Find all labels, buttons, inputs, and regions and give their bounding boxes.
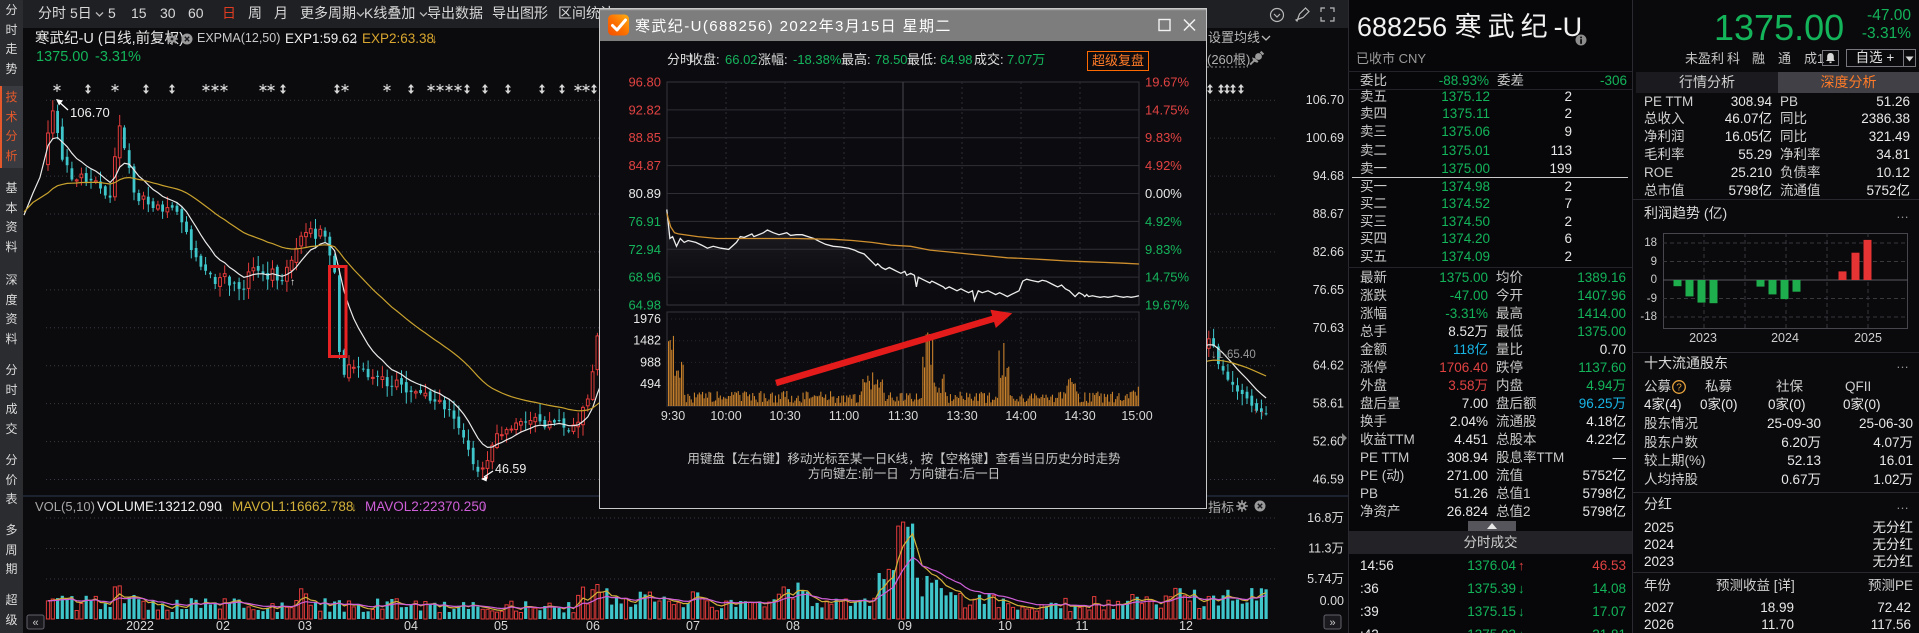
svg-text:88.67: 88.67	[1313, 207, 1344, 221]
svg-text:0.00%: 0.00%	[1145, 186, 1182, 201]
svg-text:↑: ↑	[1253, 406, 1258, 416]
svg-text:09: 09	[898, 619, 912, 633]
svg-text:13:30: 13:30	[946, 409, 977, 423]
svg-text:19.67%: 19.67%	[1145, 75, 1190, 90]
svg-text:4.92%: 4.92%	[1145, 158, 1182, 173]
svg-text:72.94: 72.94	[628, 242, 661, 257]
svg-text:MAVOL1:16662.788: MAVOL1:16662.788	[232, 499, 353, 514]
svg-text:10:00: 10:00	[710, 409, 741, 423]
svg-text:9.83%: 9.83%	[1145, 242, 1182, 257]
svg-text:03: 03	[298, 619, 312, 633]
svg-text:14.75%: 14.75%	[1145, 270, 1190, 285]
svg-text:08: 08	[786, 619, 800, 633]
svg-text:46.59: 46.59	[1313, 473, 1344, 487]
svg-text:02: 02	[216, 619, 230, 633]
svg-text:05: 05	[494, 619, 508, 633]
svg-text:10: 10	[998, 619, 1012, 633]
svg-text:494: 494	[640, 377, 661, 391]
svg-text:»: »	[1329, 617, 1335, 629]
svg-text:10:30: 10:30	[769, 409, 800, 423]
svg-text:06: 06	[586, 619, 600, 633]
svg-text:16.8万: 16.8万	[1307, 511, 1344, 525]
svg-text:5.74万: 5.74万	[1307, 572, 1344, 586]
svg-text:14.75%: 14.75%	[1145, 102, 1190, 117]
svg-text:↑: ↑	[1260, 408, 1265, 418]
svg-text:94.68: 94.68	[1313, 169, 1344, 183]
svg-text:11.3万: 11.3万	[1308, 542, 1344, 556]
svg-text:VOL(5,10): VOL(5,10)	[35, 499, 95, 514]
svg-text:19.67%: 19.67%	[1145, 298, 1190, 313]
svg-text:46.59: 46.59	[495, 462, 526, 476]
svg-text:«: «	[32, 617, 38, 629]
svg-text:VOLUME:13212.090: VOLUME:13212.090	[97, 499, 222, 514]
svg-text:↓: ↓	[218, 500, 224, 514]
svg-text:12: 12	[1179, 619, 1193, 633]
svg-text:?: ?	[1676, 383, 1682, 394]
svg-text:106.70: 106.70	[1306, 93, 1344, 107]
svg-text:(260根): (260根)	[1207, 52, 1250, 67]
svg-text:MAVOL2:22370.250: MAVOL2:22370.250	[365, 499, 486, 514]
svg-text:64.62: 64.62	[1313, 359, 1344, 373]
svg-text:04: 04	[404, 619, 418, 633]
svg-text:11:30: 11:30	[888, 409, 918, 423]
svg-text:↓: ↓	[481, 500, 487, 514]
svg-text:52.60: 52.60	[1313, 435, 1344, 449]
svg-text:4.92%: 4.92%	[1145, 214, 1182, 229]
svg-text:9:30: 9:30	[661, 409, 685, 423]
svg-text:80.89: 80.89	[628, 186, 661, 201]
svg-text:↓: ↓	[351, 500, 357, 514]
svg-text:88.85: 88.85	[628, 130, 661, 145]
svg-text:1976: 1976	[633, 312, 661, 326]
svg-text:100.69: 100.69	[1306, 131, 1344, 145]
svg-text:106.70: 106.70	[70, 105, 110, 120]
svg-text:82.66: 82.66	[1313, 245, 1344, 259]
svg-text:11: 11	[1076, 619, 1089, 633]
svg-text:11:00: 11:00	[829, 409, 859, 423]
svg-text:07: 07	[686, 619, 700, 633]
svg-text:指标: 指标	[1208, 500, 1234, 515]
svg-text:2022: 2022	[126, 619, 154, 633]
svg-text:15:00: 15:00	[1121, 409, 1152, 423]
svg-text:68.96: 68.96	[628, 270, 661, 285]
svg-text:设置均线: 设置均线	[1208, 30, 1260, 45]
svg-text:988: 988	[640, 355, 661, 369]
svg-text:92.82: 92.82	[628, 102, 661, 117]
svg-text:1482: 1482	[633, 334, 661, 348]
svg-text:70.63: 70.63	[1313, 321, 1344, 335]
svg-text:58.61: 58.61	[1313, 397, 1344, 411]
svg-text:14:00: 14:00	[1005, 409, 1036, 423]
svg-text:84.87: 84.87	[628, 158, 661, 173]
svg-text:0.00: 0.00	[1320, 594, 1344, 608]
svg-text:14:30: 14:30	[1064, 409, 1095, 423]
svg-text:96.80: 96.80	[628, 75, 661, 90]
svg-text:64.98: 64.98	[628, 298, 661, 313]
svg-text:76.65: 76.65	[1313, 283, 1344, 297]
svg-text:9.83%: 9.83%	[1145, 130, 1182, 145]
svg-text:↑: ↑	[290, 277, 295, 288]
svg-text:76.91: 76.91	[628, 214, 661, 229]
svg-text:↓1-65.40: ↓1-65.40	[1211, 349, 1256, 361]
